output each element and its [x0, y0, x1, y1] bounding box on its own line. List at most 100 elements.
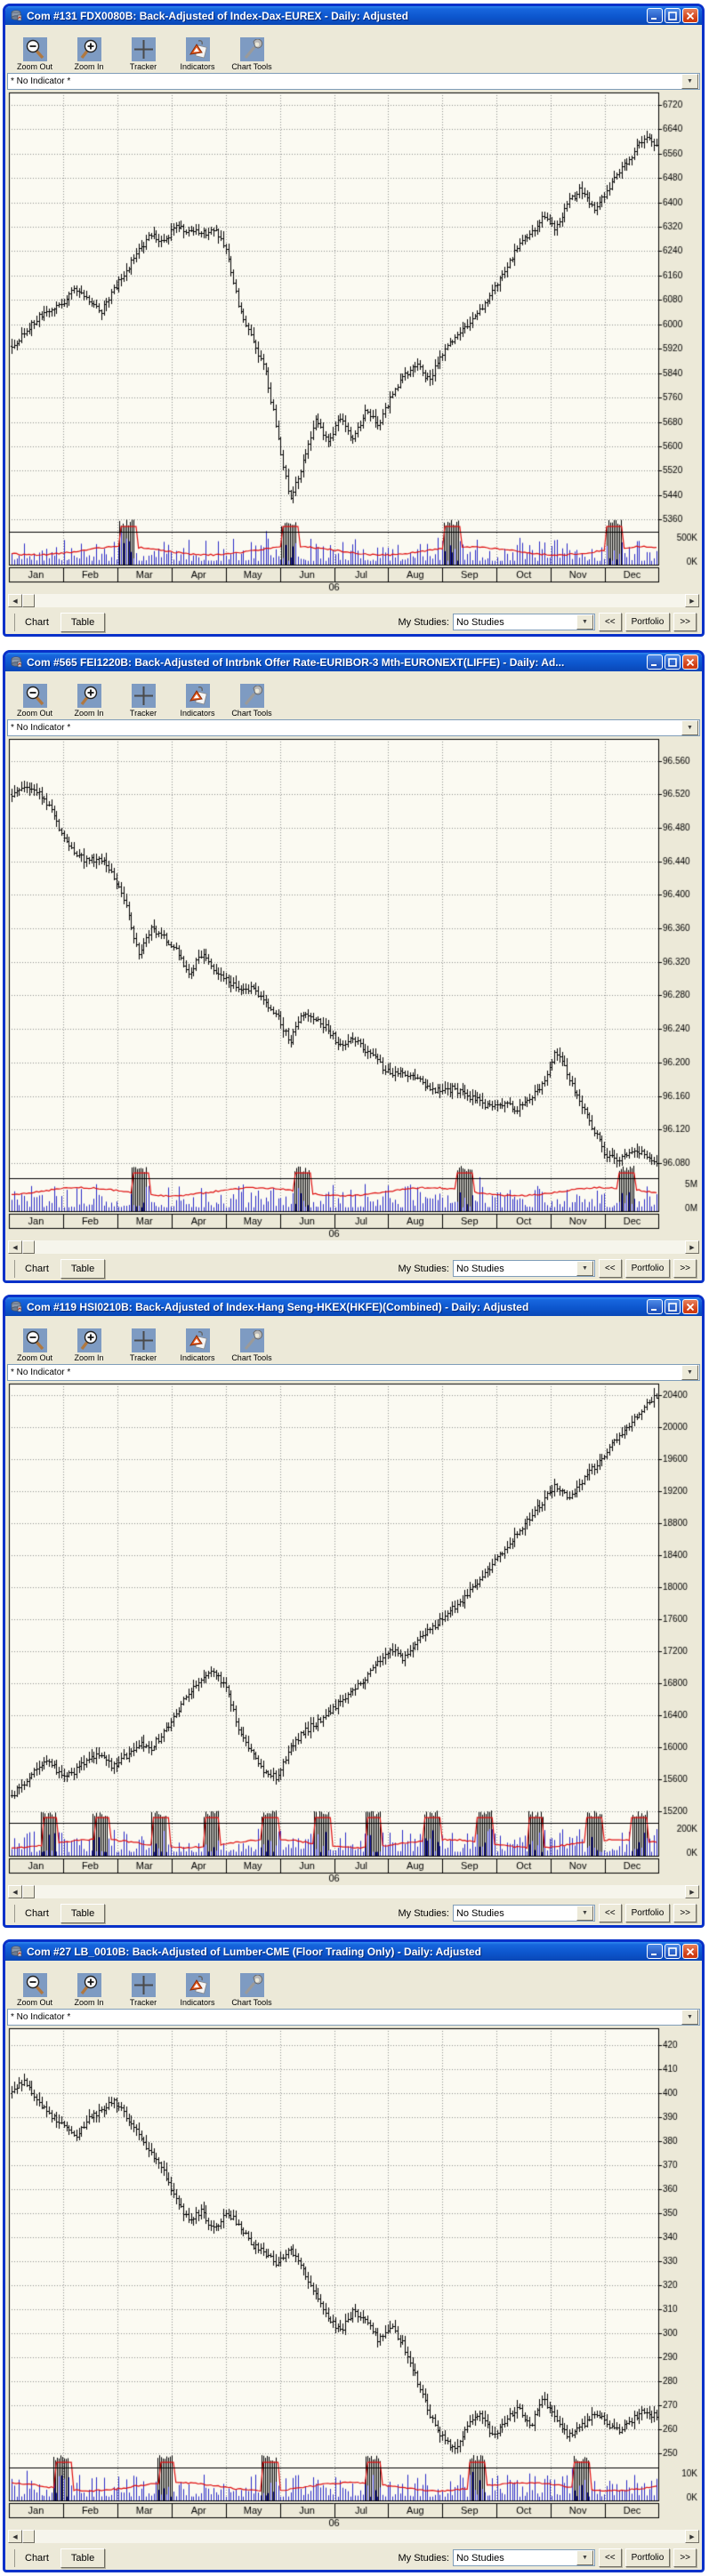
scroll-thumb[interactable]: [22, 2530, 35, 2543]
tracker-button[interactable]: Tracker: [120, 684, 166, 718]
price-volume-chart[interactable]: [8, 1382, 699, 1884]
tab-table[interactable]: Table: [60, 1903, 106, 1923]
indicator-select[interactable]: * No Indicator * ▼: [7, 719, 700, 736]
portfolio-next-button[interactable]: >>: [673, 1904, 697, 1922]
portfolio-prev-button[interactable]: <<: [598, 1904, 622, 1922]
indicators-button[interactable]: Indicators: [174, 1328, 221, 1362]
zoom-out-button[interactable]: Zoom Out: [12, 684, 58, 718]
titlebar[interactable]: Com #27 LB_0010B: Back-Adjusted of Lumbe…: [5, 1942, 702, 1961]
maximize-button[interactable]: [665, 654, 681, 670]
portfolio-prev-button[interactable]: <<: [598, 613, 622, 631]
price-volume-chart[interactable]: [8, 91, 699, 593]
minimize-button[interactable]: [647, 1299, 663, 1314]
chevron-down-icon[interactable]: ▼: [681, 74, 698, 89]
scroll-thumb[interactable]: [22, 1240, 35, 1254]
tab-table[interactable]: Table: [60, 612, 106, 632]
chevron-down-icon[interactable]: ▼: [576, 2550, 593, 2565]
chart-area[interactable]: [8, 737, 699, 1240]
chevron-down-icon[interactable]: ▼: [681, 2010, 698, 2025]
portfolio-button[interactable]: Portfolio: [624, 613, 671, 631]
h-scrollbar[interactable]: ◀ ▶: [8, 1885, 699, 1898]
chevron-down-icon[interactable]: ▼: [681, 720, 698, 735]
tab-chart[interactable]: Chart: [14, 2548, 59, 2567]
h-scrollbar[interactable]: ◀ ▶: [8, 2530, 699, 2543]
zoom-in-button[interactable]: Zoom In: [66, 1973, 112, 2007]
scroll-track[interactable]: [22, 2530, 685, 2543]
my-studies-select[interactable]: No Studies ▼: [452, 614, 595, 630]
close-button[interactable]: [682, 654, 698, 670]
scroll-right-button[interactable]: ▶: [685, 594, 699, 607]
titlebar[interactable]: Com #565 FEI1220B: Back-Adjusted of Intr…: [5, 653, 702, 671]
indicator-select[interactable]: * No Indicator * ▼: [7, 73, 700, 90]
chart-area[interactable]: [8, 91, 699, 593]
close-button[interactable]: [682, 1299, 698, 1314]
portfolio-button[interactable]: Portfolio: [624, 2548, 671, 2567]
tab-table[interactable]: Table: [60, 2548, 106, 2568]
chart-tools-button[interactable]: Chart Tools: [229, 1973, 275, 2007]
zoom-out-button[interactable]: Zoom Out: [12, 1973, 58, 2007]
tracker-button[interactable]: Tracker: [120, 37, 166, 71]
chevron-down-icon[interactable]: ▼: [681, 1365, 698, 1380]
zoom-in-button[interactable]: Zoom In: [66, 37, 112, 71]
portfolio-prev-button[interactable]: <<: [598, 1259, 622, 1278]
chevron-down-icon[interactable]: ▼: [576, 1261, 593, 1276]
scroll-left-button[interactable]: ◀: [8, 1885, 22, 1898]
zoom-out-button[interactable]: Zoom Out: [12, 1328, 58, 1362]
minimize-button[interactable]: [647, 8, 663, 23]
maximize-button[interactable]: [665, 1944, 681, 1959]
h-scrollbar[interactable]: ◀ ▶: [8, 1240, 699, 1254]
scroll-left-button[interactable]: ◀: [8, 1240, 22, 1254]
scroll-left-button[interactable]: ◀: [8, 2530, 22, 2543]
tab-chart[interactable]: Chart: [14, 1259, 59, 1278]
chevron-down-icon[interactable]: ▼: [576, 1906, 593, 1921]
tab-chart[interactable]: Chart: [14, 1904, 59, 1922]
tab-chart[interactable]: Chart: [14, 613, 59, 631]
scroll-track[interactable]: [22, 1885, 685, 1898]
minimize-button[interactable]: [647, 654, 663, 670]
chart-area[interactable]: [8, 1382, 699, 1884]
chart-tools-button[interactable]: Chart Tools: [229, 37, 275, 71]
scroll-right-button[interactable]: ▶: [685, 2530, 699, 2543]
chart-tools-button[interactable]: Chart Tools: [229, 684, 275, 718]
my-studies-select[interactable]: No Studies ▼: [452, 1905, 595, 1922]
minimize-button[interactable]: [647, 1944, 663, 1959]
close-button[interactable]: [682, 1944, 698, 1959]
chart-area[interactable]: [8, 2026, 699, 2529]
scroll-right-button[interactable]: ▶: [685, 1885, 699, 1898]
zoom-out-button[interactable]: Zoom Out: [12, 37, 58, 71]
my-studies-select[interactable]: No Studies ▼: [452, 1260, 595, 1277]
h-scrollbar[interactable]: ◀ ▶: [8, 594, 699, 607]
indicator-select[interactable]: * No Indicator * ▼: [7, 1364, 700, 1381]
tracker-button[interactable]: Tracker: [120, 1328, 166, 1362]
scroll-track[interactable]: [22, 1240, 685, 1254]
portfolio-next-button[interactable]: >>: [673, 1259, 697, 1278]
titlebar[interactable]: Com #131 FDX0080B: Back-Adjusted of Inde…: [5, 6, 702, 25]
portfolio-next-button[interactable]: >>: [673, 2548, 697, 2567]
indicator-select[interactable]: * No Indicator * ▼: [7, 2009, 700, 2026]
titlebar[interactable]: Com #119 HSI0210B: Back-Adjusted of Inde…: [5, 1297, 702, 1316]
portfolio-button[interactable]: Portfolio: [624, 1904, 671, 1922]
scroll-track[interactable]: [22, 594, 685, 607]
indicators-button[interactable]: Indicators: [174, 37, 221, 71]
scroll-left-button[interactable]: ◀: [8, 594, 22, 607]
portfolio-button[interactable]: Portfolio: [624, 1259, 671, 1278]
scroll-thumb[interactable]: [22, 594, 35, 607]
zoom-in-button[interactable]: Zoom In: [66, 1328, 112, 1362]
tracker-button[interactable]: Tracker: [120, 1973, 166, 2007]
maximize-button[interactable]: [665, 8, 681, 23]
close-button[interactable]: [682, 8, 698, 23]
price-volume-chart[interactable]: [8, 737, 699, 1240]
chart-tools-button[interactable]: Chart Tools: [229, 1328, 275, 1362]
indicators-button[interactable]: Indicators: [174, 1973, 221, 2007]
portfolio-next-button[interactable]: >>: [673, 613, 697, 631]
my-studies-select[interactable]: No Studies ▼: [452, 2549, 595, 2566]
maximize-button[interactable]: [665, 1299, 681, 1314]
indicators-button[interactable]: Indicators: [174, 684, 221, 718]
portfolio-prev-button[interactable]: <<: [598, 2548, 622, 2567]
price-volume-chart[interactable]: [8, 2026, 699, 2529]
chevron-down-icon[interactable]: ▼: [576, 614, 593, 630]
tab-table[interactable]: Table: [60, 1258, 106, 1279]
scroll-right-button[interactable]: ▶: [685, 1240, 699, 1254]
scroll-thumb[interactable]: [22, 1885, 35, 1898]
zoom-in-button[interactable]: Zoom In: [66, 684, 112, 718]
